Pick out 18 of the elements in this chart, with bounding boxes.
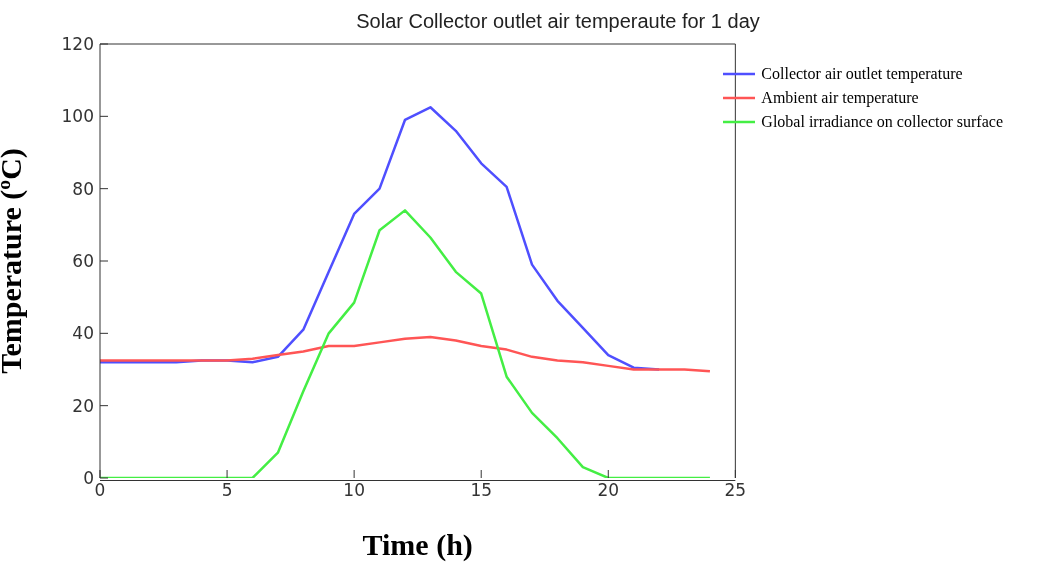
x-tick-label: 15 bbox=[470, 480, 493, 501]
x-tick-label: 25 bbox=[724, 480, 747, 501]
x-tick-label: 20 bbox=[597, 480, 620, 501]
y-tick-label: 60 bbox=[72, 251, 94, 272]
legend-label: Collector air outlet temperature bbox=[761, 64, 963, 85]
legend-label: Global irradiance on collector surface bbox=[761, 112, 1003, 132]
legend-label: Ambient air temperature bbox=[761, 88, 919, 109]
x-tick-label: 5 bbox=[221, 480, 233, 501]
y-tick-label: 120 bbox=[61, 34, 94, 55]
chart-title: Solar Collector outlet air temperaute for 1 day bbox=[355, 10, 761, 33]
y-tick-label: 40 bbox=[72, 323, 94, 344]
y-tick-label: 100 bbox=[61, 106, 94, 127]
y-tick-label: 80 bbox=[72, 178, 94, 199]
x-tick-label: 10 bbox=[343, 480, 365, 501]
y-axis-title: Temperature (ºC) bbox=[0, 148, 28, 374]
y-tick-label: 20 bbox=[72, 395, 94, 416]
x-axis-title: Time (h) bbox=[362, 528, 473, 562]
line-series bbox=[100, 335, 712, 373]
